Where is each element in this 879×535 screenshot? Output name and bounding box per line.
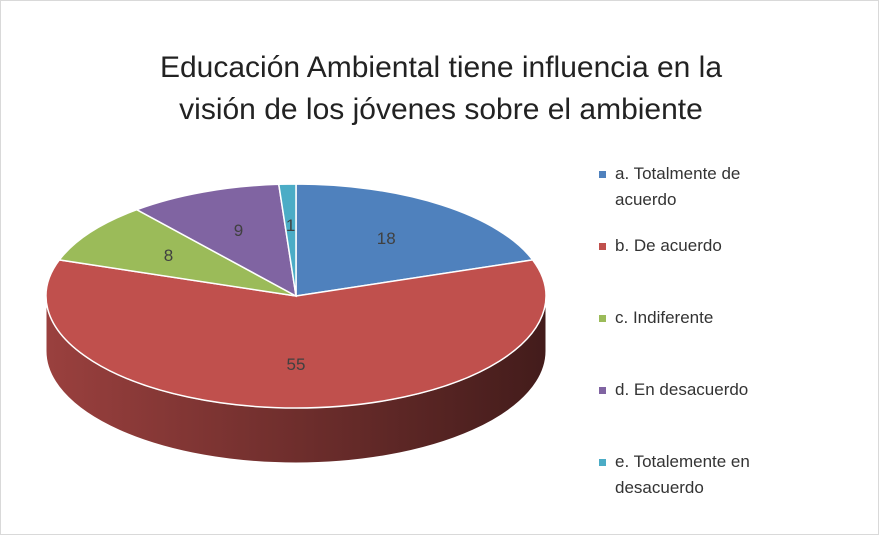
data-label: 8 xyxy=(164,246,173,265)
legend-swatch xyxy=(599,387,606,394)
legend-swatch xyxy=(599,459,606,466)
data-label: 9 xyxy=(234,221,243,240)
legend-item: b. De acuerdo xyxy=(599,233,869,305)
data-label: 18 xyxy=(377,229,396,248)
legend-item: c. Indiferente xyxy=(599,305,869,377)
legend-label: e. Totalemente en desacuerdo xyxy=(615,452,750,497)
legend: a. Totalmente de acuerdo b. De acuerdo c. … xyxy=(599,161,869,521)
legend-label: d. En desacuerdo xyxy=(615,380,749,399)
chart-title: Educación Ambiental tiene influencia en … xyxy=(159,51,723,126)
legend-item: d. En desacuerdo xyxy=(599,377,869,449)
slice xyxy=(57,208,297,297)
legend-item: e. Totalemente en desacuerdo xyxy=(599,449,869,521)
legend-label: a. Totalmente de acuerdo xyxy=(615,164,741,209)
slice xyxy=(295,183,535,297)
slice xyxy=(277,183,297,297)
data-label: 1 xyxy=(286,216,295,235)
slice xyxy=(45,259,547,409)
slice xyxy=(134,183,297,298)
legend-swatch xyxy=(599,243,606,250)
legend-swatch xyxy=(599,171,606,178)
legend-item: a. Totalmente de acuerdo xyxy=(599,161,869,233)
legend-label: c. Indiferente xyxy=(615,308,714,327)
data-label: 55 xyxy=(287,355,306,374)
legend-label: b. De acuerdo xyxy=(615,236,722,255)
legend-swatch xyxy=(599,315,606,322)
